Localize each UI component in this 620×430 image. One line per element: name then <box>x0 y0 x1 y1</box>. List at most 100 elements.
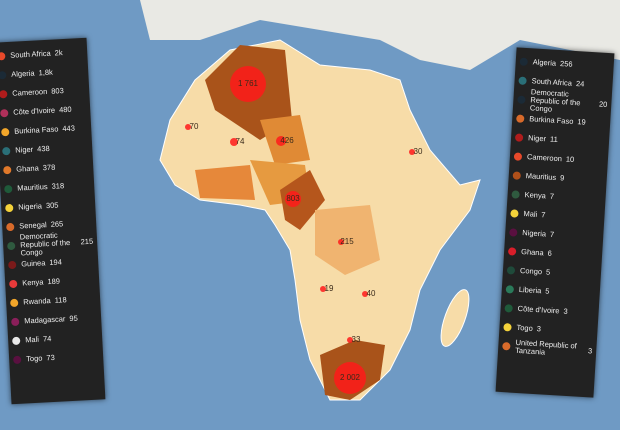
legend-value: 443 <box>62 123 76 133</box>
legend-label: Cameroon <box>12 86 48 98</box>
legend-label: Mali <box>523 208 538 219</box>
legend-value: 7 <box>540 209 546 219</box>
map-label: 70 <box>190 122 199 131</box>
legend-dot <box>8 260 17 269</box>
legend-dot <box>517 94 526 104</box>
legend-dot <box>509 227 518 237</box>
legend-dot <box>12 355 22 364</box>
legend-dot <box>519 57 529 66</box>
legend-item: Democratic Republic of the Congo 20 <box>517 86 608 114</box>
legend-label: Mali <box>24 334 40 344</box>
legend-value: 74 <box>42 333 52 343</box>
legend-value: 6 <box>547 248 553 258</box>
bubble <box>230 66 266 102</box>
legend-dot <box>10 298 19 307</box>
legend-value: 5 <box>545 267 551 277</box>
legend-dot <box>6 222 15 231</box>
bubble <box>347 337 353 343</box>
legend-label: Kenya <box>524 189 547 200</box>
legend-dot <box>507 246 517 256</box>
legend-value: 2k <box>54 47 63 57</box>
legend-label: Kenya <box>21 276 44 287</box>
legend-value: 305 <box>45 199 59 210</box>
bubble <box>230 138 238 146</box>
legend-value: 438 <box>36 143 50 154</box>
legend-dot <box>512 170 522 180</box>
legend-label: Nigeria <box>17 200 43 212</box>
legend-dot <box>11 336 21 345</box>
europe <box>140 0 620 70</box>
legend-value: 7 <box>549 229 555 239</box>
legend-value: 24 <box>575 78 585 89</box>
legend-dot <box>516 113 525 123</box>
bubble <box>362 291 368 297</box>
west-africa-region <box>195 165 255 200</box>
legend-value: 3 <box>536 323 542 333</box>
legend-dot <box>510 208 519 218</box>
legend-label: South Africa <box>531 75 573 88</box>
legend-label: Madagascar <box>23 313 66 325</box>
legend-label: Côte d'Ivoire <box>517 303 560 315</box>
legend-label: Rwanda <box>22 295 51 306</box>
madagascar <box>440 289 470 347</box>
legend-label: Algeria <box>11 68 35 79</box>
legend-dot <box>4 184 13 193</box>
map-label: 40 <box>367 289 376 298</box>
legend-label: Niger <box>14 144 34 155</box>
legend-label: Liberia <box>518 284 542 295</box>
legend-dot <box>506 265 516 275</box>
legend-dot <box>0 70 7 79</box>
legend-label: South Africa <box>10 48 51 60</box>
map-label: 426 <box>280 136 294 145</box>
legend-value: 378 <box>42 162 56 172</box>
bubble <box>320 286 326 292</box>
legend-dot <box>503 322 512 332</box>
legend-value: 3 <box>563 306 568 316</box>
bubble <box>185 124 191 130</box>
legend-label: Burkina Faso <box>529 113 574 126</box>
legend-value: 5 <box>545 286 550 296</box>
map-label: 803 <box>286 194 300 203</box>
legend-label: Cameroon <box>526 151 563 163</box>
drc-region <box>315 205 380 275</box>
legend-value: 118 <box>54 294 67 305</box>
legend-dot <box>513 151 523 161</box>
legend-dot <box>0 89 8 98</box>
legend-dot <box>505 284 515 294</box>
map-label: 2 002 <box>340 373 361 382</box>
map-label: 19 <box>325 284 334 293</box>
map-label: 1 761 <box>238 79 259 88</box>
legend-value: 215 <box>80 236 94 246</box>
legend-label: United Republic of Tanzania <box>514 337 578 357</box>
legend-value: 7 <box>549 191 555 201</box>
bubble <box>409 149 415 155</box>
legend-value: 95 <box>69 313 78 323</box>
map-label: 74 <box>236 137 245 146</box>
legend-label: Democratic Republic of the Congo <box>529 86 581 114</box>
legend-value: 11 <box>549 134 559 144</box>
legend-dot <box>504 303 513 313</box>
legend-value: 10 <box>565 154 575 164</box>
legend-label: Côte d'Ivoire <box>12 105 56 117</box>
legend-item: Togo 73 <box>12 346 100 369</box>
legend-label: Nigeria <box>522 227 547 238</box>
bubble <box>334 362 366 394</box>
legend-label: Senegal <box>18 219 47 231</box>
legend-value: 73 <box>46 352 55 362</box>
legend-label: Democratic Republic of the Congo <box>19 230 71 258</box>
map-label: 33 <box>352 335 361 344</box>
legend-value: 3 <box>587 345 593 356</box>
map-label: 30 <box>414 147 423 156</box>
legend-label: Ghana <box>520 246 544 257</box>
legend-dot <box>514 132 524 142</box>
legend-value: 265 <box>50 218 64 229</box>
legend-label: Algeria <box>532 56 557 68</box>
legend-dot <box>5 203 14 212</box>
legend-dot <box>511 189 520 199</box>
legend-value: 194 <box>49 256 63 267</box>
legend-label: Togo <box>516 322 534 333</box>
legend-dot <box>11 317 20 326</box>
legend-value: 318 <box>51 180 65 191</box>
legend-label: Congo <box>519 265 543 276</box>
